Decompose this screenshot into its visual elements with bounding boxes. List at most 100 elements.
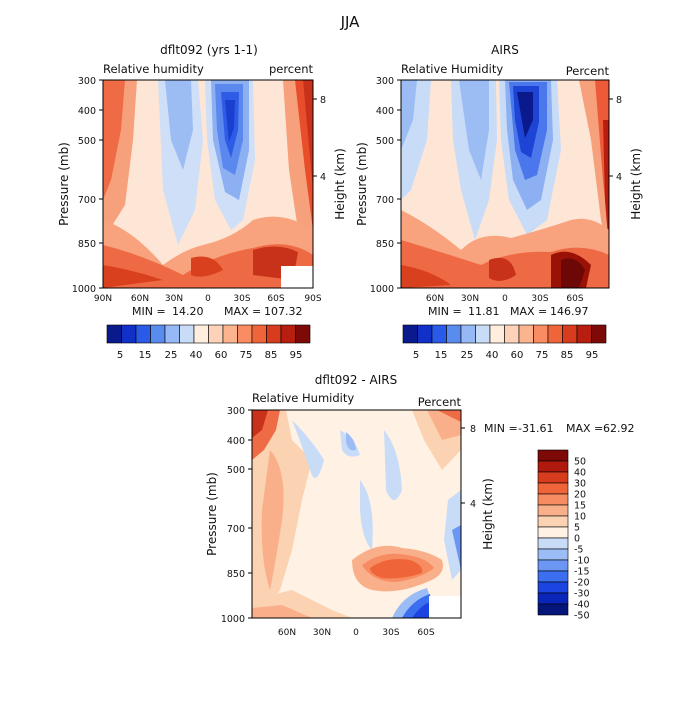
right-label: Percent (566, 64, 610, 78)
x-tick-label: 30S (382, 628, 399, 638)
colorbar-label: 40 (486, 350, 499, 361)
x-tick-label: 60N (426, 294, 444, 304)
colorbar-swatch (537, 460, 569, 473)
colorbar-label: 85 (561, 350, 574, 361)
colorbar-swatch (537, 482, 569, 495)
colorbar-label: 95 (290, 350, 303, 361)
y-tick-label: 700 (376, 195, 394, 206)
colorbar-swatch (518, 324, 534, 344)
colorbar-swatch (106, 324, 122, 344)
stats-line: MIN = 11.81 MAX = 146.97 (428, 305, 589, 318)
y-tick-label: 300 (376, 76, 394, 87)
colorbar-label: -15 (574, 567, 590, 578)
x-tick-label: 60N (278, 628, 296, 638)
colorbar-swatch (537, 526, 569, 539)
colorbar-label: 0 (574, 534, 580, 545)
panel-title: dflt092 (yrs 1-1) (160, 43, 258, 57)
x-tick-label: 30N (461, 294, 479, 304)
colorbar-swatch (280, 324, 296, 344)
y-tick-label: 700 (227, 524, 245, 535)
y2-axis: 8 4 Height (km) (609, 95, 643, 220)
y-tick-label: 1000 (370, 284, 394, 295)
colorbar-label: 15 (574, 501, 586, 512)
right-label: Percent (418, 395, 462, 409)
max-label: MAX = (224, 305, 261, 318)
x-tick-label: 60S (417, 628, 434, 638)
colorbar (402, 324, 607, 344)
stats-line: MIN = -31.61 MAX = 62.92 (484, 422, 635, 435)
colorbar-swatch (547, 324, 563, 344)
colorbar-swatch (266, 324, 282, 344)
y-tick-label: 1000 (221, 614, 245, 625)
colorbar-label: 25 (165, 350, 178, 361)
colorbar-swatch (179, 324, 195, 344)
colorbar-swatch (402, 324, 418, 344)
colorbar-swatch (537, 548, 569, 561)
min-label: MIN = (132, 305, 166, 318)
stats-line: MIN = 14.20 MAX = 107.32 (132, 305, 303, 318)
colorbar-swatch (537, 515, 569, 528)
x-tick-label: 30S (233, 294, 250, 304)
colorbar-swatch (537, 471, 569, 484)
panel-airs: AIRS Relative Humidity Percent (355, 43, 643, 361)
colorbar-label: 5 (117, 350, 123, 361)
x-axis: 60N 30N 0 30S 60S (426, 294, 584, 304)
y-axis-label: Pressure (mb) (205, 472, 219, 556)
y-axis-label: Pressure (mb) (57, 142, 71, 226)
colorbar-label: 75 (536, 350, 549, 361)
y-axis: 300 400 500 700 850 1000 Pressure (mb) (205, 406, 252, 625)
colorbar-label: 85 (265, 350, 278, 361)
y2-axis-label: Height (km) (333, 148, 347, 219)
colorbar-swatch (537, 581, 569, 594)
y2-axis: 8 4 Height (km) (313, 95, 347, 220)
colorbar-label: 20 (574, 490, 586, 501)
colorbar-label: 95 (586, 350, 599, 361)
colorbar-swatch (460, 324, 476, 344)
colorbar-swatch (475, 324, 491, 344)
colorbar-swatch (251, 324, 267, 344)
colorbar-label: -40 (574, 600, 590, 611)
figure-title: JJA (340, 13, 361, 31)
y2-tick-label: 8 (470, 424, 476, 435)
panel-title: AIRS (491, 43, 519, 57)
min-value: 11.81 (468, 305, 500, 318)
x-tick-label: 30N (165, 294, 183, 304)
panel-model: dflt092 (yrs 1-1) Relative humidity perc… (57, 43, 347, 361)
y-tick-label: 700 (78, 195, 96, 206)
x-tick-label: 60S (267, 294, 284, 304)
y-axis: 300 400 500 700 850 1000 Pressure (mb) (57, 76, 103, 295)
x-axis: 90N 60N 30N 0 30S 60S 90S (94, 294, 322, 304)
colorbar-swatch (537, 504, 569, 517)
colorbar-swatch (150, 324, 166, 344)
colorbar-swatch (446, 324, 462, 344)
y-axis-label: Pressure (mb) (355, 142, 369, 226)
colorbar-swatch (164, 324, 180, 344)
colorbar-label: 5 (574, 523, 580, 534)
colorbar-swatch (533, 324, 549, 344)
x-axis: 60N 30N 0 30S 60S (278, 628, 435, 638)
colorbar-label: 10 (574, 512, 586, 523)
colorbar-label: 40 (574, 468, 586, 479)
heatmap-field (252, 410, 461, 618)
y-tick-label: 1000 (72, 284, 96, 295)
y2-tick-label: 8 (616, 95, 622, 106)
max-value: 146.97 (550, 305, 589, 318)
max-value: 62.92 (603, 422, 635, 435)
y-tick-label: 400 (227, 436, 245, 447)
y2-axis: 8 4 Height (km) (461, 424, 495, 550)
left-label: Relative humidity (103, 62, 204, 76)
colorbar-label: 60 (215, 350, 228, 361)
left-label: Relative Humidity (252, 391, 354, 405)
y-tick-label: 300 (78, 76, 96, 87)
panel-difference: dflt092 - AIRS Relative Humidity Percent (205, 373, 635, 638)
colorbar-label: -5 (574, 545, 583, 556)
max-label: MAX = (510, 305, 547, 318)
y-tick-label: 300 (227, 406, 245, 417)
y-tick-label: 500 (227, 465, 245, 476)
colorbar (106, 324, 311, 344)
min-value: 14.20 (172, 305, 204, 318)
colorbar-swatch (576, 324, 592, 344)
colorbar-label: 40 (190, 350, 203, 361)
